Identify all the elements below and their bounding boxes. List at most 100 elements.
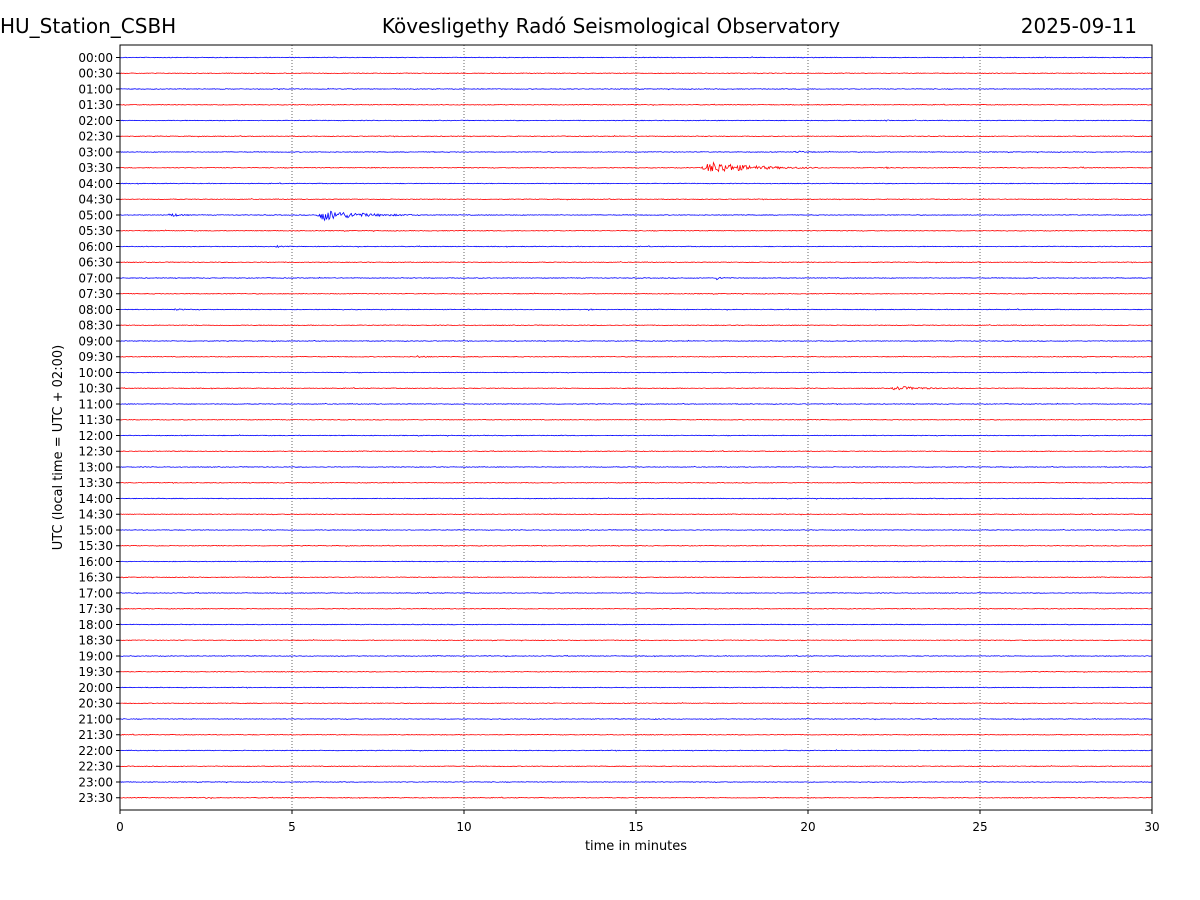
- y-tick-label: 19:30: [78, 665, 113, 679]
- y-tick-label: 08:00: [78, 303, 113, 317]
- trace-line: [119, 56, 1153, 59]
- trace-line: [119, 450, 1153, 453]
- trace-line: [119, 591, 1153, 595]
- y-tick-label: 17:30: [78, 602, 113, 616]
- trace-line: [119, 686, 1153, 689]
- y-tick-label: 12:00: [78, 429, 113, 443]
- trace-line: [119, 244, 1153, 249]
- y-tick-label: 02:30: [78, 130, 113, 144]
- trace-line: [119, 339, 1153, 343]
- y-tick-label: 03:30: [78, 161, 113, 175]
- trace-line: [119, 701, 1153, 705]
- y-tick-label: 17:00: [78, 586, 113, 600]
- x-tick-label: 30: [1144, 820, 1159, 834]
- trace-line: [119, 764, 1153, 768]
- trace-line: [119, 623, 1153, 626]
- trace-line: [119, 481, 1153, 484]
- y-tick-label: 00:30: [78, 67, 113, 81]
- trace-line: [119, 386, 1153, 391]
- y-tick-label: 06:30: [78, 256, 113, 270]
- trace-line: [119, 576, 1153, 579]
- observatory-title: Kövesligethy Radó Seismological Observat…: [381, 14, 841, 38]
- trace-line: [119, 670, 1153, 673]
- x-tick-label: 0: [116, 820, 124, 834]
- y-tick-label: 20:00: [78, 681, 113, 695]
- y-tick-label: 21:30: [78, 728, 113, 742]
- y-tick-label: 10:00: [78, 366, 113, 380]
- y-tick-label: 08:30: [78, 319, 113, 333]
- trace-line: [119, 261, 1153, 264]
- trace-line: [119, 465, 1153, 469]
- y-tick-label: 14:30: [78, 508, 113, 522]
- y-tick-label: 11:30: [78, 413, 113, 427]
- trace-line: [119, 560, 1153, 563]
- y-tick-label: 07:30: [78, 287, 113, 301]
- trace-line: [119, 717, 1153, 721]
- y-tick-label: 00:00: [78, 51, 113, 65]
- trace-line: [119, 119, 1153, 122]
- y-tick-label: 13:30: [78, 476, 113, 490]
- y-tick-label: 23:00: [78, 775, 113, 789]
- trace-line: [119, 418, 1153, 421]
- trace-line: [119, 87, 1153, 91]
- trace-line: [119, 197, 1153, 201]
- y-tick-label: 04:30: [78, 193, 113, 207]
- x-tick-label: 5: [288, 820, 296, 834]
- seismic-traces: [119, 56, 1153, 800]
- y-tick-label: 20:30: [78, 697, 113, 711]
- trace-line: [119, 528, 1153, 531]
- y-tick-label: 22:00: [78, 744, 113, 758]
- y-tick-label: 16:00: [78, 555, 113, 569]
- y-tick-label: 21:00: [78, 712, 113, 726]
- y-tick-label: 05:00: [78, 208, 113, 222]
- y-tick-label: 10:30: [78, 382, 113, 396]
- y-tick-label: 13:00: [78, 460, 113, 474]
- y-tick-label: 15:30: [78, 539, 113, 553]
- x-axis-label: time in minutes: [585, 839, 687, 854]
- x-tick-label: 20: [800, 820, 815, 834]
- y-tick-label: 01:00: [78, 82, 113, 96]
- grid-lines: [291, 45, 981, 810]
- trace-line: [119, 607, 1153, 610]
- trace-line: [119, 497, 1153, 500]
- y-tick-label: 07:00: [78, 271, 113, 285]
- y-tick-label: 05:30: [78, 224, 113, 238]
- trace-line: [119, 781, 1153, 784]
- trace-line: [119, 544, 1153, 547]
- chart-date: 2025-09-11: [1020, 14, 1137, 38]
- x-tick-label: 15: [628, 820, 643, 834]
- y-tick-label: 03:00: [78, 145, 113, 159]
- trace-line: [119, 276, 1153, 281]
- trace-line: [119, 434, 1153, 437]
- trace-line: [119, 150, 1153, 154]
- y-tick-label: 22:30: [78, 760, 113, 774]
- trace-line: [119, 749, 1153, 752]
- trace-line: [119, 371, 1153, 374]
- station-name: HU_Station_CSBH: [0, 14, 177, 38]
- y-axis-label: UTC (local time = UTC + 02:00): [51, 345, 66, 550]
- trace-line: [119, 324, 1153, 327]
- trace-line: [119, 210, 1153, 222]
- trace-line: [119, 292, 1153, 295]
- trace-line: [119, 654, 1153, 658]
- y-tick-label: 23:30: [78, 791, 113, 805]
- trace-line: [119, 229, 1153, 232]
- y-tick-label: 15:00: [78, 523, 113, 537]
- y-tick-label: 18:00: [78, 618, 113, 632]
- trace-line: [119, 308, 1153, 312]
- y-tick-label: 16:30: [78, 571, 113, 585]
- trace-line: [119, 402, 1153, 406]
- trace-line: [119, 182, 1153, 185]
- trace-line: [119, 103, 1153, 107]
- y-tick-label: 18:30: [78, 634, 113, 648]
- y-tick-label: 06:00: [78, 240, 113, 254]
- y-tick-label: 09:00: [78, 334, 113, 348]
- trace-line: [119, 796, 1153, 800]
- y-tick-label: 09:30: [78, 350, 113, 364]
- y-tick-label: 12:30: [78, 445, 113, 459]
- trace-line: [119, 161, 1153, 173]
- y-tick-label: 02:00: [78, 114, 113, 128]
- x-tick-label: 10: [456, 820, 471, 834]
